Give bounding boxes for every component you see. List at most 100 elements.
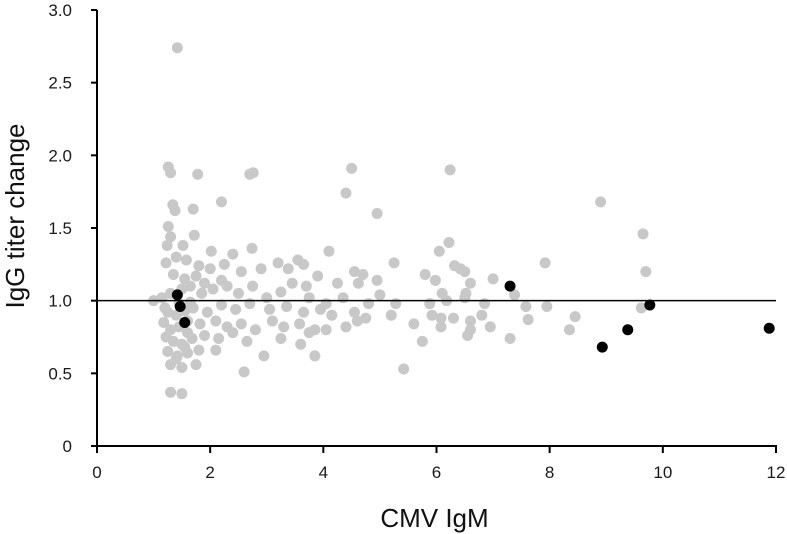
- gray-data-point: [215, 299, 227, 311]
- gray-data-point: [351, 315, 363, 327]
- gray-data-point: [419, 269, 431, 281]
- gray-data-point: [190, 359, 202, 371]
- gray-data-point: [292, 254, 304, 266]
- gray-data-point: [170, 309, 182, 321]
- gray-data-point: [227, 327, 239, 339]
- gray-data-point: [363, 298, 375, 310]
- gray-data-point: [204, 263, 216, 275]
- gray-data-point: [184, 296, 196, 308]
- gray-data-point: [194, 318, 206, 330]
- gray-data-point: [210, 315, 222, 327]
- gray-data-point: [247, 280, 259, 292]
- gray-data-point: [300, 280, 312, 292]
- gray-data-point: [158, 316, 170, 328]
- gray-data-point: [563, 324, 575, 336]
- y-tick-label: 0.5: [48, 364, 72, 383]
- gray-data-point: [398, 363, 410, 375]
- gray-data-point: [464, 277, 476, 289]
- gray-data-point: [539, 257, 551, 269]
- x-tick-label: 4: [319, 463, 328, 482]
- gray-data-point: [160, 257, 172, 269]
- gray-data-point: [249, 324, 261, 336]
- gray-data-point: [424, 298, 436, 310]
- gray-data-point: [337, 292, 349, 304]
- gray-data-point: [275, 286, 287, 298]
- gray-data-point: [462, 330, 474, 342]
- gray-data-point: [182, 327, 194, 339]
- gray-data-point: [520, 300, 532, 312]
- gray-data-point: [255, 263, 267, 275]
- gray-data-point: [522, 314, 534, 326]
- gray-data-point: [487, 273, 499, 285]
- gray-data-point: [303, 292, 315, 304]
- gray-data-point: [246, 242, 258, 254]
- gray-data-point: [385, 309, 397, 321]
- gray-data-point: [272, 257, 284, 269]
- gray-data-point: [331, 277, 343, 289]
- gray-data-point: [266, 315, 278, 327]
- gray-data-point: [569, 311, 581, 323]
- gray-data-point: [215, 274, 227, 286]
- x-tick-label: 2: [205, 463, 214, 482]
- gray-data-point: [165, 167, 177, 179]
- gray-data-point: [429, 274, 441, 286]
- gray-data-point: [213, 332, 225, 344]
- x-tick-label: 12: [767, 463, 786, 482]
- gray-data-point: [640, 266, 652, 278]
- y-tick-label: 3.0: [48, 1, 72, 20]
- gray-data-point: [170, 251, 182, 263]
- gray-data-point: [320, 324, 332, 336]
- gray-data-point: [258, 350, 270, 362]
- gray-data-point: [162, 221, 174, 233]
- gray-data-point: [371, 207, 383, 219]
- gray-data-point: [176, 388, 188, 400]
- gray-data-point: [348, 266, 360, 278]
- y-axis-title: IgG titer change: [0, 124, 30, 309]
- gray-data-point: [426, 309, 438, 321]
- gray-data-point: [199, 277, 211, 289]
- gray-data-point: [179, 341, 191, 353]
- gray-data-point: [416, 335, 428, 347]
- y-tick-label: 2.0: [48, 146, 72, 165]
- axes: 0 0.5 1.0 1.5 2.0 2.5 3.0 0 2 4 6 8 10 12: [48, 1, 785, 482]
- gray-data-point: [346, 162, 358, 174]
- gray-data-point: [309, 350, 321, 362]
- gray-data-point: [282, 263, 294, 275]
- gray-data-point: [170, 353, 182, 365]
- gray-data-point: [479, 298, 491, 310]
- x-tick-label: 8: [545, 463, 554, 482]
- gray-data-point: [179, 273, 191, 285]
- gray-data-point: [541, 300, 553, 312]
- gray-data-point: [205, 245, 217, 257]
- gray-data-point: [165, 386, 177, 398]
- gray-data-point: [459, 266, 471, 278]
- gray-data-point: [207, 283, 219, 295]
- gray-data-point: [637, 228, 649, 240]
- gray-data-point: [215, 196, 227, 208]
- gray-data-point: [235, 318, 247, 330]
- black-data-point: [644, 299, 656, 311]
- gray-data-point: [162, 306, 174, 318]
- gray-data-point: [171, 42, 183, 54]
- gray-data-point: [352, 277, 364, 289]
- gray-data-point: [261, 292, 273, 304]
- gray-data-point: [264, 303, 276, 315]
- gray-data-point: [235, 266, 247, 278]
- gray-data-point: [201, 306, 213, 318]
- x-axis-ticks: 0 2 4 6 8 10 12: [92, 446, 785, 482]
- gray-data-point: [635, 302, 647, 314]
- gray-data-point: [509, 289, 521, 301]
- gray-data-point: [281, 300, 293, 312]
- gray-data-point: [275, 332, 287, 344]
- gray-data-point: [193, 260, 205, 272]
- gray-data-point: [161, 239, 173, 251]
- gray-data-point: [169, 205, 181, 217]
- gray-data-point: [357, 269, 369, 281]
- gray-data-point: [286, 277, 298, 289]
- gray-data-point: [443, 237, 455, 249]
- y-tick-label: 1.5: [48, 219, 72, 238]
- x-tick-label: 0: [92, 463, 101, 482]
- gray-data-point: [196, 287, 208, 299]
- gray-data-point: [360, 312, 372, 324]
- gray-data-point: [371, 274, 383, 286]
